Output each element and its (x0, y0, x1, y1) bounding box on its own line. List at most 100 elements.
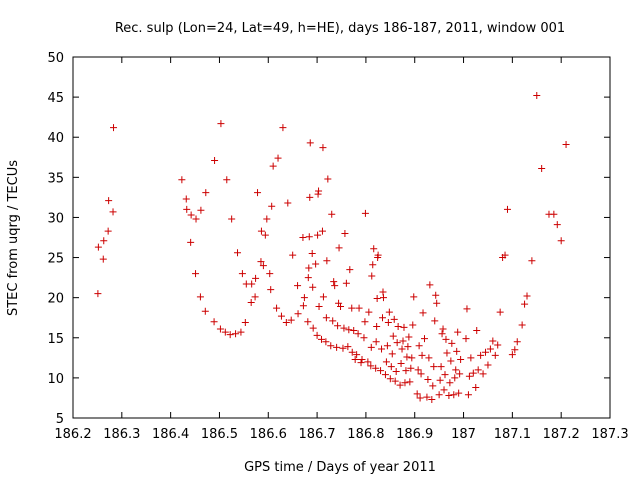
data-point (327, 342, 335, 350)
data-point (104, 227, 112, 235)
data-point (247, 298, 255, 306)
data-point (350, 327, 358, 335)
data-point (361, 318, 369, 326)
data-point (374, 251, 382, 259)
chart-title: Rec. sulp (Lon=24, Lat=49, h=HE), days 1… (115, 21, 565, 36)
data-point (464, 391, 472, 399)
data-point (99, 255, 107, 263)
data-point (201, 307, 209, 315)
data-point (381, 371, 389, 379)
data-point (372, 364, 380, 372)
data-point (486, 345, 494, 353)
data-point (446, 379, 454, 387)
x-tick-label: 187 (451, 427, 476, 442)
data-point (435, 391, 443, 399)
data-point (248, 280, 256, 288)
data-point (257, 258, 265, 266)
data-point (353, 351, 361, 359)
data-point (469, 369, 477, 377)
data-point (202, 189, 210, 197)
data-point (407, 364, 415, 372)
x-tick-label: 187.1 (494, 427, 531, 442)
data-point (473, 327, 481, 335)
data-point (455, 389, 463, 397)
data-point (383, 342, 391, 350)
data-point (528, 257, 536, 265)
data-point (354, 330, 362, 338)
data-point (331, 282, 339, 290)
data-point (414, 366, 422, 374)
data-point (431, 317, 439, 325)
data-point (182, 195, 190, 203)
data-point (318, 227, 326, 235)
data-point (358, 355, 366, 363)
data-point (416, 394, 424, 402)
data-point (344, 343, 352, 351)
data-point (428, 396, 436, 404)
data-point (94, 243, 102, 251)
data-point (456, 370, 464, 378)
data-point (384, 319, 392, 327)
data-point (300, 294, 308, 302)
data-point (373, 323, 381, 331)
data-point (217, 120, 225, 128)
x-tick-label: 186.2 (54, 427, 91, 442)
data-point (259, 262, 267, 270)
data-point (463, 305, 471, 313)
data-point (447, 357, 455, 365)
data-point (287, 316, 295, 324)
data-point (392, 367, 400, 375)
data-point (399, 337, 407, 345)
x-tick-label: 186.5 (201, 427, 238, 442)
data-point (109, 208, 117, 216)
data-point (451, 374, 459, 382)
data-point (388, 350, 396, 358)
y-tick-label: 40 (47, 131, 64, 146)
data-point (390, 315, 398, 323)
data-point (313, 331, 321, 339)
x-axis-label: GPS time / Days of year 2011 (244, 460, 436, 475)
data-point (357, 359, 365, 367)
data-point (322, 338, 330, 346)
data-point (273, 304, 281, 312)
data-point (329, 317, 337, 325)
data-point (401, 379, 409, 387)
data-point (323, 257, 331, 265)
data-point (289, 251, 297, 259)
data-point (351, 355, 359, 363)
data-point (553, 221, 561, 229)
data-point (346, 266, 354, 274)
data-point (448, 339, 456, 347)
data-point (370, 245, 378, 253)
data-point (396, 381, 404, 389)
data-point (465, 372, 473, 380)
data-point (315, 187, 323, 195)
data-point (342, 279, 350, 287)
data-point (238, 270, 246, 278)
data-point (345, 326, 353, 334)
data-point (440, 386, 448, 394)
data-point (100, 237, 108, 245)
data-point (183, 205, 191, 213)
y-tick-label: 25 (47, 252, 64, 267)
data-point (409, 321, 417, 329)
data-point (415, 342, 423, 350)
data-point (511, 346, 519, 354)
data-point (294, 310, 302, 318)
data-point (305, 233, 313, 241)
data-point (474, 366, 482, 374)
data-points (94, 92, 570, 404)
data-point (562, 140, 570, 148)
data-point (192, 270, 200, 278)
data-point (211, 156, 219, 164)
data-point (348, 304, 356, 312)
data-point (341, 229, 349, 237)
data-point (367, 343, 375, 351)
data-point (94, 290, 102, 298)
data-point (340, 324, 348, 332)
data-point (299, 302, 307, 310)
data-point (405, 333, 413, 341)
data-point (457, 355, 465, 363)
data-point (187, 211, 195, 219)
